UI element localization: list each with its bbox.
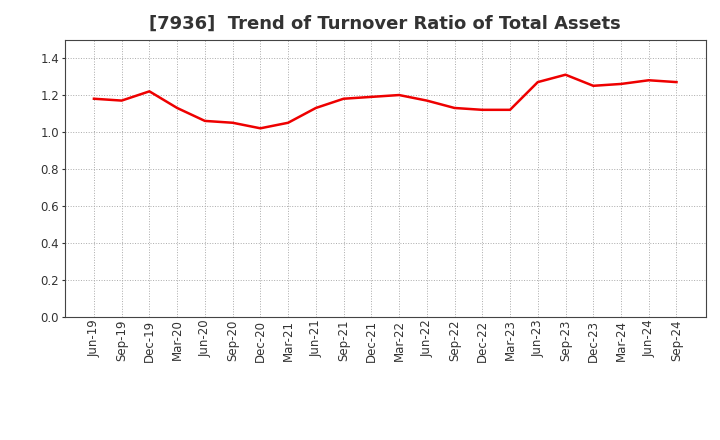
Title: [7936]  Trend of Turnover Ratio of Total Assets: [7936] Trend of Turnover Ratio of Total … (149, 15, 621, 33)
